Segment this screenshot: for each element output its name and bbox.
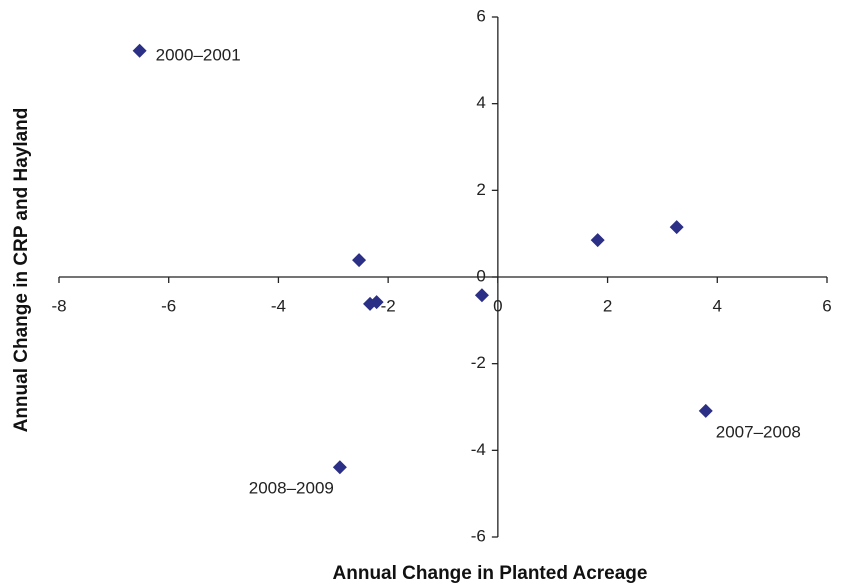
point (669, 220, 684, 235)
point (132, 43, 147, 58)
point (698, 403, 713, 418)
x-axis-title: Annual Change in Planted Acreage (333, 563, 648, 584)
y-tick-label: -6 (471, 526, 486, 545)
y-tick-label: 2 (476, 180, 485, 199)
y-tick-label: 4 (476, 93, 485, 112)
point (590, 233, 605, 248)
x-tick-label: -6 (161, 296, 176, 315)
point (369, 295, 384, 310)
y-axis-title: Annual Change in CRP and Hayland (11, 108, 32, 433)
x-tick-label: 4 (713, 296, 722, 315)
x-tick-label: 0 (493, 296, 502, 315)
y-tick-label: -2 (471, 353, 486, 372)
point-label: 2008–2009 (249, 479, 334, 498)
point (332, 460, 347, 475)
point (474, 288, 489, 303)
x-tick-label: 6 (822, 296, 831, 315)
x-tick-label: -8 (51, 296, 66, 315)
x-tick-label: 2 (603, 296, 612, 315)
point (352, 253, 367, 268)
point-label: 2000–2001 (156, 45, 241, 64)
point-label: 2007–2008 (716, 422, 801, 441)
y-tick-label: 6 (476, 6, 485, 25)
x-tick-label: -2 (381, 296, 396, 315)
x-tick-label: -4 (271, 296, 286, 315)
y-tick-label: -4 (471, 440, 486, 459)
y-tick-label: 0 (476, 266, 485, 285)
